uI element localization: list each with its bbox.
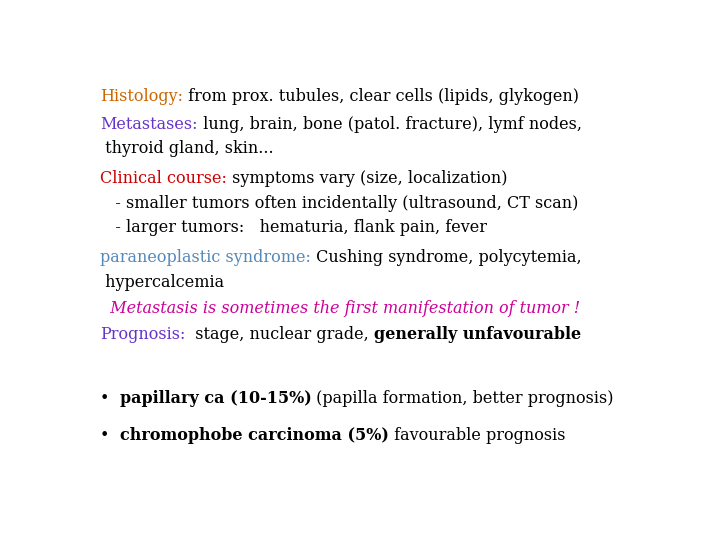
Text: Histology:: Histology: — [100, 87, 183, 105]
Text: (papilla formation, better prognosis): (papilla formation, better prognosis) — [312, 390, 614, 407]
Text: favourable prognosis: favourable prognosis — [389, 427, 565, 444]
Text: generally unfavourable: generally unfavourable — [374, 326, 582, 343]
Text: from prox. tubules, clear cells (lipids, glykogen): from prox. tubules, clear cells (lipids,… — [183, 87, 579, 105]
Text: hypercalcemia: hypercalcemia — [100, 274, 224, 291]
Text: - smaller tumors often incidentally (ultrasound, CT scan): - smaller tumors often incidentally (ult… — [100, 194, 578, 212]
Text: symptoms vary (size, localization): symptoms vary (size, localization) — [227, 170, 508, 187]
Text: papillary ca (10-15%): papillary ca (10-15%) — [120, 390, 312, 407]
Text: Cushing syndrome, polycytemia,: Cushing syndrome, polycytemia, — [311, 248, 582, 266]
Text: Prognosis:: Prognosis: — [100, 326, 186, 343]
Text: Clinical course:: Clinical course: — [100, 170, 227, 187]
Text: •: • — [100, 427, 120, 444]
Text: Metastasis is sometimes the first manifestation of tumor !: Metastasis is sometimes the first manife… — [100, 300, 580, 317]
Text: Metastases:: Metastases: — [100, 116, 197, 132]
Text: paraneoplastic syndrome:: paraneoplastic syndrome: — [100, 248, 311, 266]
Text: •: • — [100, 390, 120, 407]
Text: chromophobe carcinoma (5%): chromophobe carcinoma (5%) — [120, 427, 389, 444]
Text: lung, brain, bone (patol. fracture), lymf nodes,: lung, brain, bone (patol. fracture), lym… — [197, 116, 582, 132]
Text: stage, nuclear grade,: stage, nuclear grade, — [186, 326, 374, 343]
Text: - larger tumors:   hematuria, flank pain, fever: - larger tumors: hematuria, flank pain, … — [100, 219, 487, 237]
Text: thyroid gland, skin...: thyroid gland, skin... — [100, 140, 274, 158]
